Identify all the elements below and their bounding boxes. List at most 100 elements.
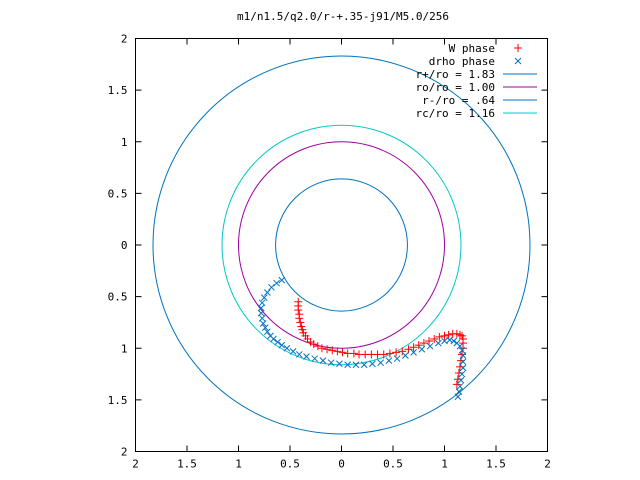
drho-phase-point bbox=[289, 347, 297, 355]
w-phase-point bbox=[425, 337, 434, 346]
w-phase-point bbox=[453, 375, 462, 384]
w-phase-point bbox=[309, 340, 318, 349]
drho-phase-point bbox=[402, 352, 409, 359]
circles-layer bbox=[152, 55, 531, 435]
x-marker-b bbox=[377, 359, 384, 367]
x-marker-b bbox=[454, 393, 462, 401]
drho-phase-point bbox=[259, 320, 267, 327]
x-marker-b bbox=[459, 364, 467, 372]
w-phase-point bbox=[454, 369, 463, 378]
w-phase-point bbox=[455, 362, 464, 371]
legend-label: ro/ro = 1.00 bbox=[416, 81, 495, 94]
drho-phase-point bbox=[385, 357, 393, 364]
x-tick-label: 2 bbox=[544, 458, 551, 471]
x-marker-b bbox=[258, 299, 266, 307]
drho-phase-point bbox=[360, 361, 368, 369]
drho-phase-point bbox=[459, 358, 467, 366]
drho-phase-point bbox=[456, 383, 464, 390]
w-phase-point bbox=[414, 341, 423, 350]
drho-phase-point bbox=[258, 314, 266, 322]
x-marker-b bbox=[434, 339, 442, 347]
x-marker-b bbox=[268, 283, 275, 291]
drho-phase-point bbox=[336, 360, 343, 368]
x-marker-b bbox=[458, 346, 466, 354]
x-marker-b bbox=[455, 388, 463, 395]
drho-phase-point bbox=[274, 338, 281, 346]
x-marker-b bbox=[393, 355, 401, 362]
w-phase-point bbox=[349, 349, 358, 358]
drho-phase-point bbox=[352, 361, 360, 369]
drho-phase-point bbox=[455, 388, 463, 395]
w-phase-point bbox=[295, 314, 304, 323]
x-marker-b bbox=[446, 336, 454, 344]
drho-phase-point bbox=[270, 335, 277, 343]
drho-phase-point bbox=[446, 336, 454, 344]
drho-phase-point bbox=[263, 289, 271, 296]
legend-label: W phase bbox=[449, 42, 495, 55]
x-tick-label: 1.5 bbox=[486, 458, 506, 471]
x-marker-b bbox=[289, 347, 297, 355]
chart-title: m1/n1.5/q2.0/r-+.35-j91/M5.0/256 bbox=[237, 10, 449, 23]
x-marker-b bbox=[459, 352, 467, 359]
w-phase-point bbox=[430, 334, 439, 343]
x-marker-b bbox=[344, 361, 352, 369]
y-tick-label: 1.5 bbox=[108, 394, 128, 407]
legend-label: drho phase bbox=[429, 55, 495, 68]
w-phase-point bbox=[455, 330, 464, 339]
x-marker-b bbox=[267, 332, 274, 340]
x-marker-b bbox=[278, 276, 286, 284]
y-tick-label: 1 bbox=[121, 136, 128, 149]
axis-ticks: 2 1.5 1 0.5 0 0.5 1 1.5 221.510.500.511.52 bbox=[108, 33, 551, 471]
x-marker-b bbox=[450, 337, 458, 345]
x-tick-label: 1.5 bbox=[177, 458, 197, 471]
drho-phase-point bbox=[377, 359, 384, 367]
drho-phase-point bbox=[257, 309, 265, 317]
drho-phase-point bbox=[393, 355, 401, 362]
drho-phase-point bbox=[260, 294, 268, 302]
y-tick-label: 0.5 bbox=[108, 291, 128, 304]
x-marker-b bbox=[274, 338, 281, 346]
x-tick-label: 1 bbox=[235, 458, 242, 471]
drho-phase-point bbox=[457, 376, 465, 384]
x-tick-label: 2 bbox=[132, 458, 139, 471]
x-marker-b bbox=[458, 370, 466, 378]
drho-phase-point bbox=[450, 337, 458, 345]
drho-phase-point bbox=[273, 279, 280, 287]
x-marker-b bbox=[456, 383, 464, 390]
x-marker-b bbox=[456, 342, 464, 350]
x-marker-b bbox=[453, 339, 461, 347]
x-marker-b bbox=[295, 351, 303, 358]
w-phase-point bbox=[338, 348, 347, 357]
legend-label: rc/ro = 1.16 bbox=[416, 107, 495, 120]
x-marker-b bbox=[410, 349, 417, 356]
circle-mark bbox=[275, 178, 408, 312]
drho-phase-point bbox=[454, 393, 462, 401]
x-tick-label: 0 bbox=[338, 458, 345, 471]
w-phase-point bbox=[317, 344, 326, 353]
drho-phase-point bbox=[303, 353, 310, 360]
drho-phase-point bbox=[459, 364, 467, 372]
x-tick-label: 1 bbox=[441, 458, 448, 471]
w-phase-point bbox=[323, 345, 332, 354]
drho-phase-point bbox=[458, 346, 466, 354]
drho-phase-point bbox=[418, 345, 426, 353]
drho-phase-point bbox=[410, 349, 417, 356]
circle-mark bbox=[152, 55, 531, 435]
x-tick-label: 0.5 bbox=[280, 458, 300, 471]
drho-phase-point bbox=[311, 355, 319, 362]
drho-phase-point bbox=[426, 342, 434, 350]
x-marker-b bbox=[402, 352, 409, 359]
drho-phase-point bbox=[459, 352, 467, 359]
drho-phase-point bbox=[278, 276, 286, 284]
y-tick-label: 0 bbox=[121, 239, 128, 252]
w-phase-point bbox=[435, 332, 444, 341]
w-phase-point bbox=[328, 346, 337, 355]
x-marker-b bbox=[311, 355, 319, 362]
w-phase-point bbox=[392, 348, 401, 357]
w-phase-point bbox=[440, 331, 449, 340]
w-phase-point bbox=[419, 339, 428, 348]
drho-phase-point bbox=[319, 357, 327, 364]
legend-label: r-/ro = .64 bbox=[422, 94, 495, 107]
drho-phase-point bbox=[327, 359, 335, 367]
